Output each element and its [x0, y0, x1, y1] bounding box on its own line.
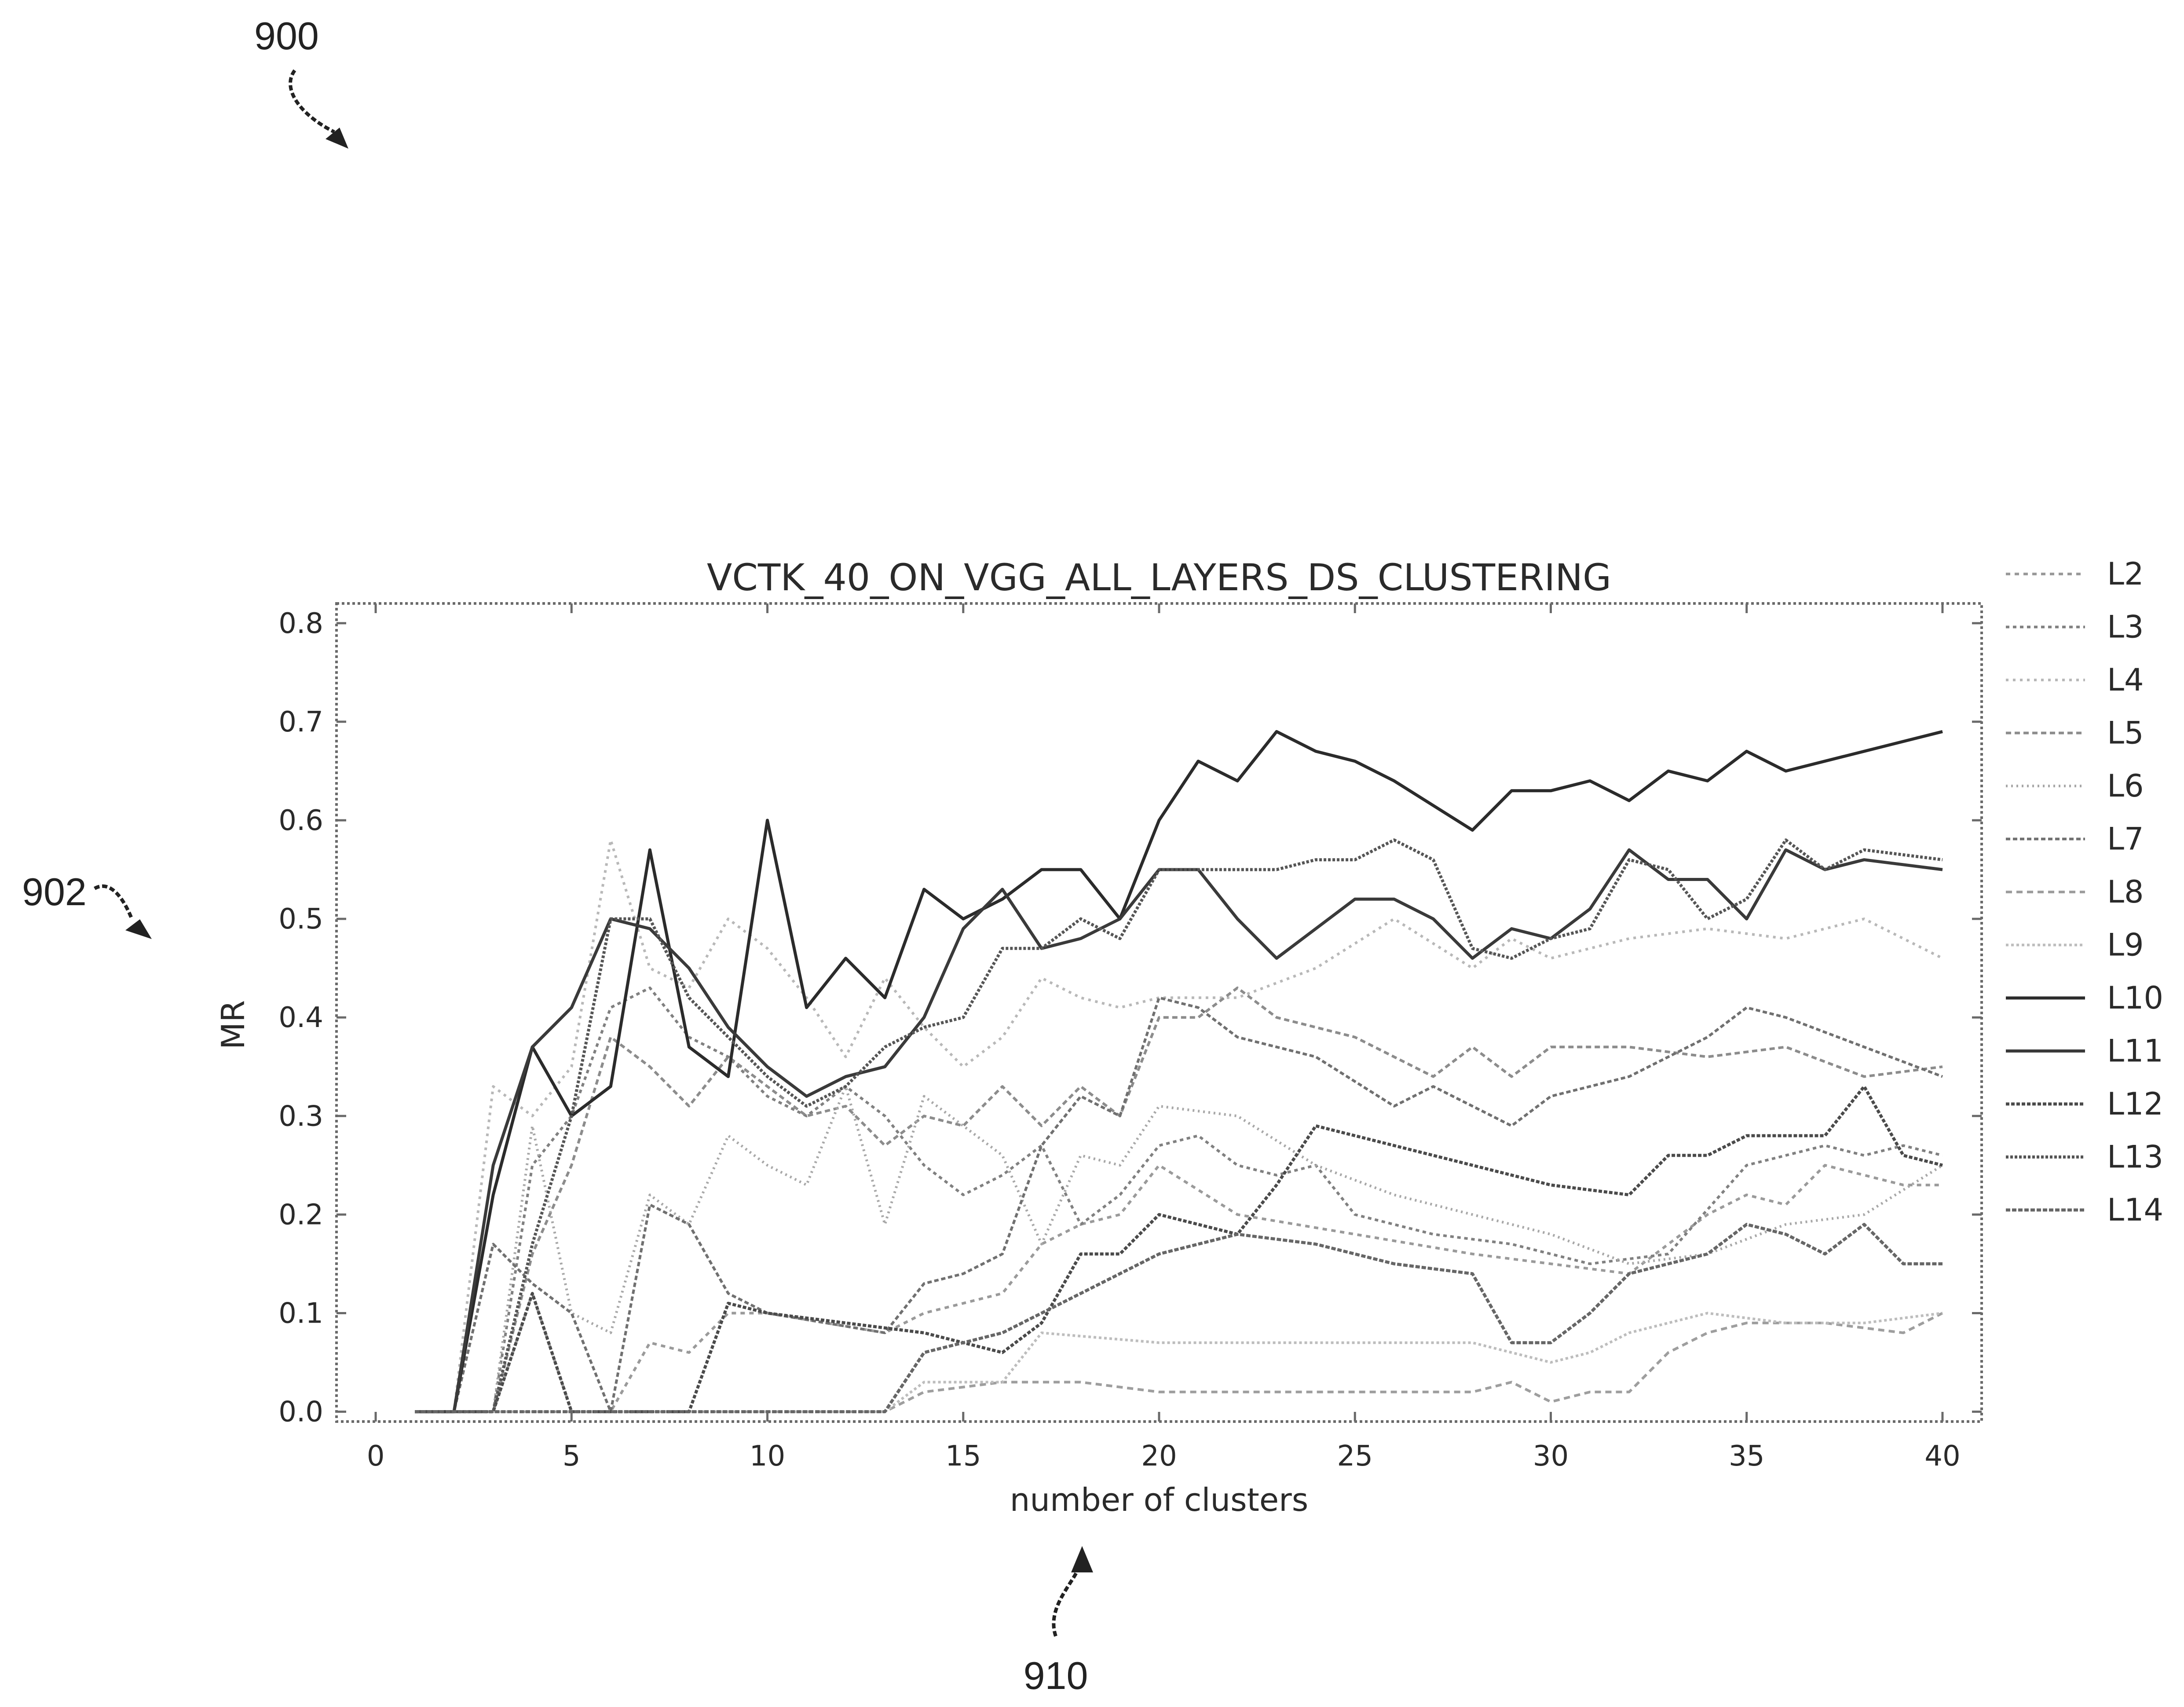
- legend-label: L8: [2107, 874, 2144, 910]
- legend-label: L14: [2107, 1192, 2163, 1228]
- series-line-l13: [415, 838, 1943, 1414]
- ref-902-arrow: [94, 884, 134, 920]
- x-tick-label: 25: [1337, 1440, 1373, 1473]
- ref-910-label: 910: [1024, 1654, 1088, 1697]
- series-line-l3: [415, 987, 1943, 1413]
- x-axis-label: number of clusters: [1010, 1481, 1309, 1518]
- x-tick-label: 20: [1141, 1440, 1177, 1473]
- x-tick-label: 35: [1729, 1440, 1764, 1473]
- x-tick-label: 40: [1924, 1440, 1960, 1473]
- y-tick-label: 0.2: [278, 1199, 323, 1231]
- series-line-l12: [415, 1085, 1943, 1414]
- legend-label: L6: [2107, 768, 2144, 804]
- series-line-l5: [415, 987, 1943, 1413]
- x-tick-label: 5: [563, 1440, 581, 1473]
- y-tick-label: 0.6: [278, 804, 323, 837]
- series-line-l10: [415, 730, 1943, 1414]
- legend-label: L2: [2107, 556, 2144, 592]
- legend-label: L9: [2107, 927, 2144, 963]
- y-tick-label: 0.1: [278, 1297, 323, 1330]
- ref-902-arrowhead: [125, 919, 152, 939]
- series-line-l11: [415, 848, 1943, 1414]
- legend-label: L11: [2107, 1033, 2163, 1069]
- series-line-l8: [415, 1312, 1943, 1413]
- y-tick-label: 0.4: [278, 1002, 323, 1034]
- legend: L2 L3 L4 L5 L6 L7 L8 L9 L10 L11 L12 L13 L14: [2006, 556, 2163, 1228]
- plot-frame: [335, 602, 1983, 1423]
- ref-910-arrowhead: [1071, 1546, 1093, 1572]
- x-tick-label: 0: [367, 1440, 385, 1473]
- legend-label: L5: [2107, 715, 2144, 751]
- ref-910-arrow: [1052, 1569, 1079, 1637]
- plot-series: [415, 730, 1943, 1414]
- y-axis-label: MR: [215, 1000, 252, 1049]
- ref-900-arrow: [289, 69, 335, 134]
- y-tick-label: 0.3: [278, 1100, 323, 1133]
- x-axis: 0 5 10 15 20 25 30 35 40: [367, 603, 1961, 1473]
- legend-label: L4: [2107, 662, 2144, 698]
- y-axis: 0.0 0.1 0.2 0.3 0.4 0.5 0.6 0.7 0.8: [278, 607, 1982, 1429]
- legend-label: L7: [2107, 821, 2144, 857]
- y-tick-label: 0.0: [278, 1396, 323, 1429]
- x-tick-label: 30: [1533, 1440, 1569, 1473]
- y-tick-label: 0.7: [278, 706, 323, 738]
- series-line-l7: [415, 996, 1943, 1413]
- y-tick-label: 0.5: [278, 903, 323, 936]
- x-tick-label: 10: [750, 1440, 785, 1473]
- legend-label: L12: [2107, 1086, 2163, 1122]
- legend-label: L3: [2107, 609, 2144, 645]
- chart-title: VCTK_40_ON_VGG_ALL_LAYERS_DS_CLUSTERING: [707, 556, 1611, 599]
- y-tick-label: 0.8: [278, 607, 323, 640]
- ref-900-label: 900: [254, 14, 319, 58]
- legend-label: L13: [2107, 1139, 2163, 1175]
- legend-label: L10: [2107, 980, 2163, 1016]
- series-line-l14: [415, 1223, 1943, 1414]
- series-line-l9: [415, 1312, 1943, 1413]
- ref-902-label: 902: [22, 870, 87, 914]
- x-tick-label: 15: [945, 1440, 981, 1473]
- ref-900-arrowhead: [326, 128, 348, 149]
- series-line-l6: [415, 1085, 1943, 1413]
